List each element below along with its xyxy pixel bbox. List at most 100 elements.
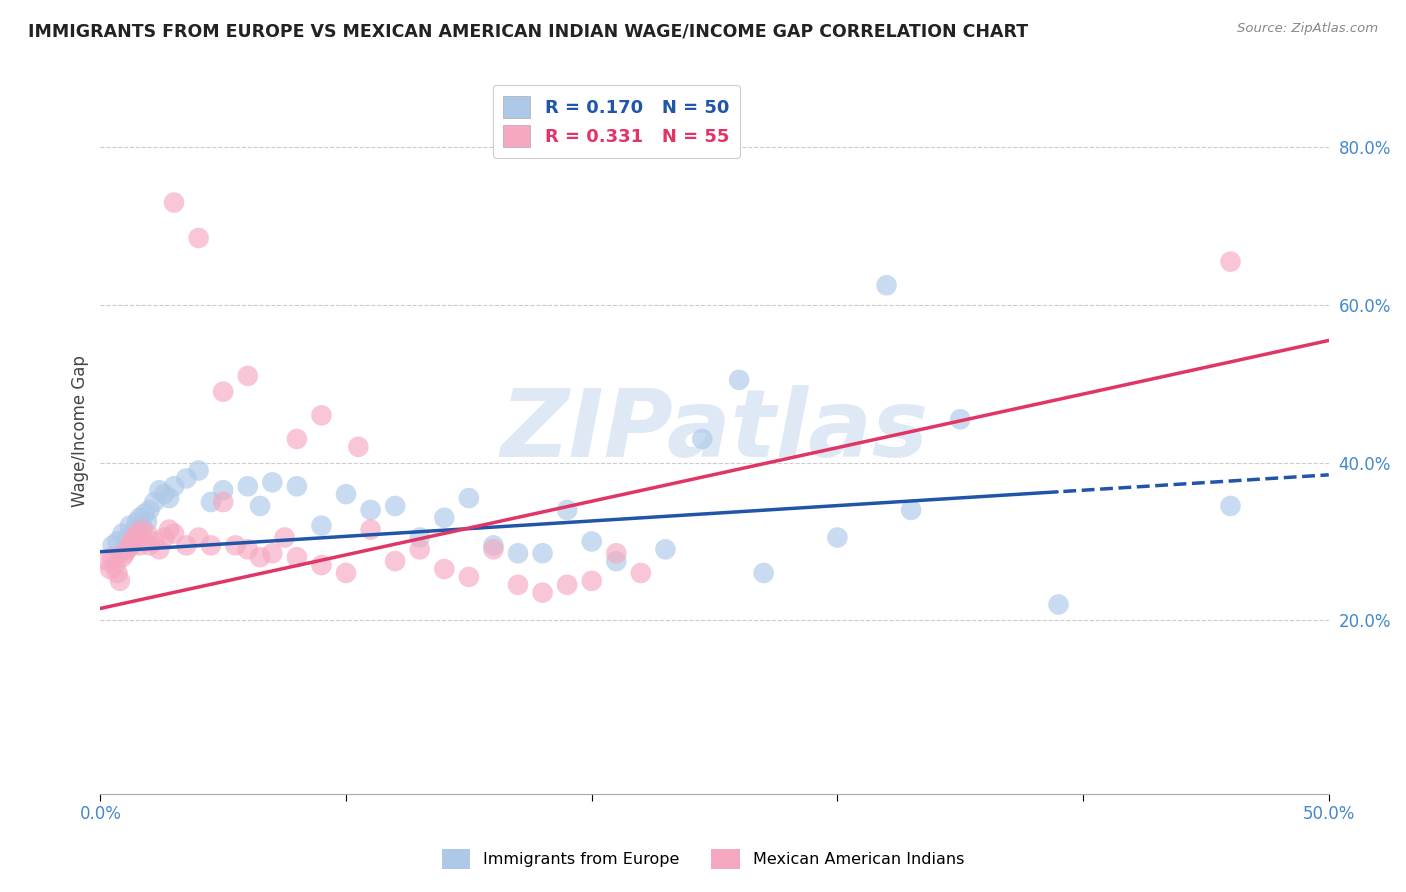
Point	[98, 562, 121, 576]
Point	[555, 503, 578, 517]
Point	[384, 499, 406, 513]
Point	[360, 503, 382, 517]
Point	[212, 384, 235, 399]
Point	[900, 503, 922, 517]
Point	[335, 566, 357, 580]
Point	[311, 518, 333, 533]
Point	[128, 538, 150, 552]
Point	[409, 542, 432, 557]
Point	[111, 526, 134, 541]
Point	[134, 507, 156, 521]
Point	[506, 578, 529, 592]
Point	[131, 518, 153, 533]
Point	[311, 409, 333, 423]
Point	[1047, 598, 1070, 612]
Legend: R = 0.170   N = 50, R = 0.331   N = 55: R = 0.170 N = 50, R = 0.331 N = 55	[492, 85, 740, 158]
Point	[121, 538, 143, 552]
Point	[347, 440, 370, 454]
Point	[138, 538, 160, 552]
Point	[163, 479, 186, 493]
Point	[153, 487, 176, 501]
Point	[118, 538, 141, 552]
Point	[654, 542, 676, 557]
Point	[433, 510, 456, 524]
Point	[131, 523, 153, 537]
Point	[506, 546, 529, 560]
Point	[127, 515, 149, 529]
Point	[482, 542, 505, 557]
Text: Source: ZipAtlas.com: Source: ZipAtlas.com	[1237, 22, 1378, 36]
Legend: Immigrants from Europe, Mexican American Indians: Immigrants from Europe, Mexican American…	[436, 843, 970, 875]
Point	[224, 538, 246, 552]
Point	[360, 523, 382, 537]
Point	[249, 550, 271, 565]
Point	[143, 534, 166, 549]
Point	[433, 562, 456, 576]
Point	[107, 534, 129, 549]
Y-axis label: Wage/Income Gap: Wage/Income Gap	[72, 355, 89, 507]
Point	[117, 542, 139, 557]
Point	[273, 531, 295, 545]
Point	[107, 566, 129, 580]
Point	[285, 432, 308, 446]
Point	[187, 463, 209, 477]
Point	[630, 566, 652, 580]
Point	[163, 526, 186, 541]
Point	[876, 278, 898, 293]
Point	[136, 515, 159, 529]
Point	[114, 542, 136, 557]
Point	[262, 475, 284, 490]
Point	[124, 523, 146, 537]
Point	[581, 574, 603, 588]
Point	[1219, 499, 1241, 513]
Point	[111, 550, 134, 565]
Point	[212, 483, 235, 498]
Point	[262, 546, 284, 560]
Point	[157, 491, 180, 505]
Point	[605, 546, 627, 560]
Point	[249, 499, 271, 513]
Point	[212, 495, 235, 509]
Point	[236, 368, 259, 383]
Point	[118, 518, 141, 533]
Point	[134, 534, 156, 549]
Point	[827, 531, 849, 545]
Point	[236, 542, 259, 557]
Point	[311, 558, 333, 573]
Point	[148, 483, 170, 498]
Point	[200, 538, 222, 552]
Point	[581, 534, 603, 549]
Point	[555, 578, 578, 592]
Point	[136, 526, 159, 541]
Point	[409, 531, 432, 545]
Point	[482, 538, 505, 552]
Point	[457, 491, 479, 505]
Point	[153, 531, 176, 545]
Point	[114, 546, 136, 560]
Point	[531, 546, 554, 560]
Point	[285, 479, 308, 493]
Point	[690, 432, 713, 446]
Point	[101, 538, 124, 552]
Point	[335, 487, 357, 501]
Point	[108, 574, 131, 588]
Point	[101, 550, 124, 565]
Point	[163, 195, 186, 210]
Point	[117, 531, 139, 545]
Point	[104, 558, 127, 573]
Point	[384, 554, 406, 568]
Point	[157, 523, 180, 537]
Point	[143, 495, 166, 509]
Point	[1219, 254, 1241, 268]
Point	[752, 566, 775, 580]
Point	[176, 471, 198, 485]
Point	[127, 526, 149, 541]
Point	[124, 531, 146, 545]
Point	[148, 542, 170, 557]
Point	[176, 538, 198, 552]
Point	[285, 550, 308, 565]
Point	[97, 554, 120, 568]
Text: IMMIGRANTS FROM EUROPE VS MEXICAN AMERICAN INDIAN WAGE/INCOME GAP CORRELATION CH: IMMIGRANTS FROM EUROPE VS MEXICAN AMERIC…	[28, 22, 1028, 40]
Point	[121, 534, 143, 549]
Point	[236, 479, 259, 493]
